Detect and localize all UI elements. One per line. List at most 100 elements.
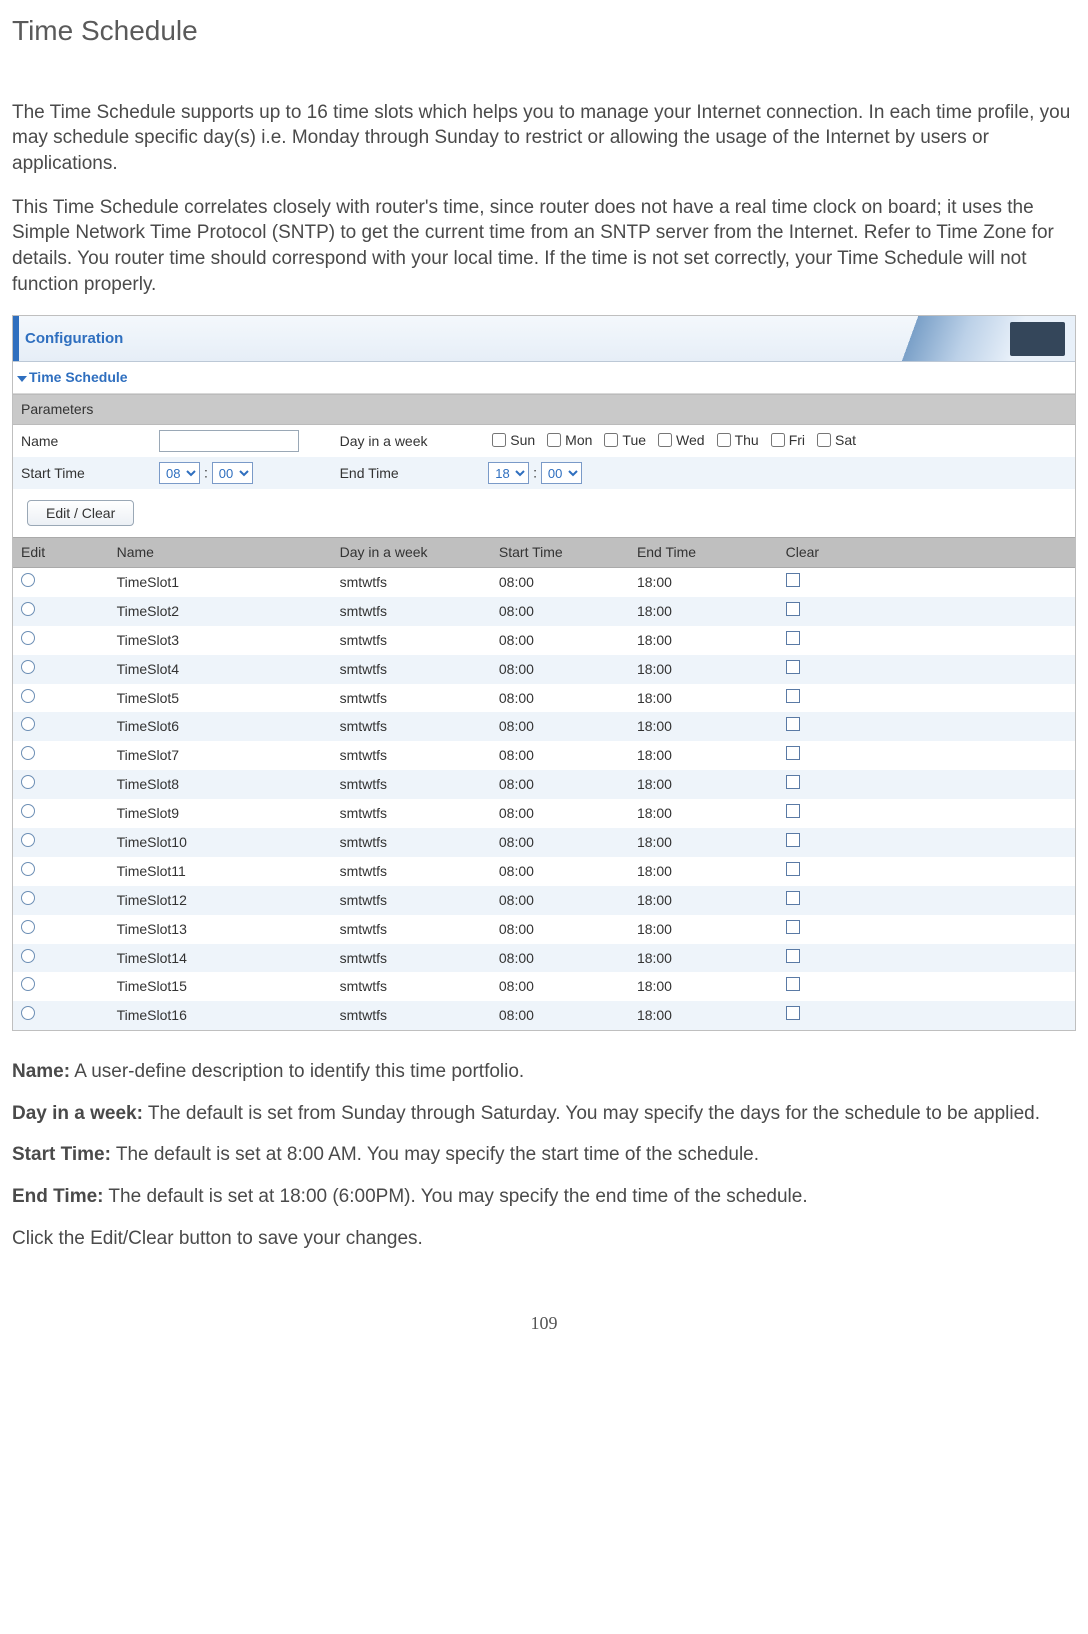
col-edit: Edit xyxy=(13,538,109,568)
edit-radio[interactable] xyxy=(21,660,35,674)
day-checkbox-input[interactable] xyxy=(547,433,561,447)
slot-start: 08:00 xyxy=(491,684,629,713)
name-input[interactable] xyxy=(159,430,299,452)
slot-start: 08:00 xyxy=(491,741,629,770)
clear-checkbox[interactable] xyxy=(786,631,800,645)
edit-radio[interactable] xyxy=(21,689,35,703)
start-hour-select[interactable]: 08 xyxy=(159,462,200,484)
edit-radio[interactable] xyxy=(21,1006,35,1020)
day-checkbox-fri[interactable]: Fri xyxy=(767,430,805,450)
edit-clear-button[interactable]: Edit / Clear xyxy=(27,500,134,526)
slot-end: 18:00 xyxy=(629,597,778,626)
slot-day: smtwtfs xyxy=(332,915,491,944)
day-label: Tue xyxy=(622,431,646,450)
clear-checkbox[interactable] xyxy=(786,775,800,789)
edit-radio[interactable] xyxy=(21,862,35,876)
end-min-select[interactable]: 00 xyxy=(541,462,582,484)
slot-start: 08:00 xyxy=(491,915,629,944)
day-checkbox-mon[interactable]: Mon xyxy=(543,430,592,450)
edit-radio[interactable] xyxy=(21,891,35,905)
slot-start: 08:00 xyxy=(491,972,629,1001)
config-label: Configuration xyxy=(25,329,123,349)
slot-end: 18:00 xyxy=(629,684,778,713)
edit-radio[interactable] xyxy=(21,775,35,789)
clear-checkbox[interactable] xyxy=(786,977,800,991)
clear-checkbox[interactable] xyxy=(786,573,800,587)
slot-name: TimeSlot5 xyxy=(109,684,332,713)
field-end-label: End Time: xyxy=(12,1186,104,1207)
clear-checkbox[interactable] xyxy=(786,717,800,731)
edit-radio[interactable] xyxy=(21,949,35,963)
slot-day: smtwtfs xyxy=(332,655,491,684)
day-checkbox-wed[interactable]: Wed xyxy=(654,430,705,450)
day-label: Fri xyxy=(789,431,805,450)
slot-day: smtwtfs xyxy=(332,857,491,886)
slot-start: 08:00 xyxy=(491,944,629,973)
slot-name: TimeSlot6 xyxy=(109,712,332,741)
table-row: TimeSlot14smtwtfs08:0018:00 xyxy=(13,944,1075,973)
slot-end: 18:00 xyxy=(629,655,778,684)
end-time-label: End Time xyxy=(340,465,399,481)
field-end: End Time: The default is set at 18:00 (6… xyxy=(12,1184,1076,1210)
table-row: TimeSlot7smtwtfs08:0018:00 xyxy=(13,741,1075,770)
col-end: End Time xyxy=(629,538,778,568)
clear-checkbox[interactable] xyxy=(786,833,800,847)
slot-name: TimeSlot2 xyxy=(109,597,332,626)
edit-radio[interactable] xyxy=(21,602,35,616)
slot-end: 18:00 xyxy=(629,741,778,770)
day-checkbox-sun[interactable]: Sun xyxy=(488,430,535,450)
edit-radio[interactable] xyxy=(21,833,35,847)
edit-radio[interactable] xyxy=(21,746,35,760)
day-label: Thu xyxy=(735,431,759,450)
field-start: Start Time: The default is set at 8:00 A… xyxy=(12,1142,1076,1168)
clear-checkbox[interactable] xyxy=(786,862,800,876)
day-checkbox-thu[interactable]: Thu xyxy=(713,430,759,450)
slot-name: TimeSlot16 xyxy=(109,1001,332,1030)
day-checkbox-input[interactable] xyxy=(658,433,672,447)
clear-checkbox[interactable] xyxy=(786,602,800,616)
day-checkbox-input[interactable] xyxy=(492,433,506,447)
clear-checkbox[interactable] xyxy=(786,660,800,674)
slot-start: 08:00 xyxy=(491,1001,629,1030)
col-clear: Clear xyxy=(778,538,1075,568)
edit-radio[interactable] xyxy=(21,804,35,818)
day-checkbox-tue[interactable]: Tue xyxy=(600,430,646,450)
clear-checkbox[interactable] xyxy=(786,746,800,760)
end-hour-select[interactable]: 18 xyxy=(488,462,529,484)
table-row: TimeSlot10smtwtfs08:0018:00 xyxy=(13,828,1075,857)
clear-checkbox[interactable] xyxy=(786,891,800,905)
clear-checkbox[interactable] xyxy=(786,920,800,934)
slot-day: smtwtfs xyxy=(332,886,491,915)
edit-radio[interactable] xyxy=(21,717,35,731)
page-title: Time Schedule xyxy=(12,12,1076,50)
slot-end: 18:00 xyxy=(629,972,778,1001)
slot-day: smtwtfs xyxy=(332,944,491,973)
slot-name: TimeSlot12 xyxy=(109,886,332,915)
day-checkbox-input[interactable] xyxy=(604,433,618,447)
start-min-select[interactable]: 00 xyxy=(212,462,253,484)
table-row: TimeSlot1smtwtfs08:0018:00 xyxy=(13,567,1075,596)
slot-end: 18:00 xyxy=(629,886,778,915)
day-checkbox-input[interactable] xyxy=(817,433,831,447)
edit-radio[interactable] xyxy=(21,631,35,645)
slot-day: smtwtfs xyxy=(332,828,491,857)
name-label: Name xyxy=(21,433,58,449)
day-checkbox-sat[interactable]: Sat xyxy=(813,430,856,450)
slot-start: 08:00 xyxy=(491,770,629,799)
clear-checkbox[interactable] xyxy=(786,804,800,818)
day-checkbox-input[interactable] xyxy=(717,433,731,447)
clear-checkbox[interactable] xyxy=(786,689,800,703)
clear-checkbox[interactable] xyxy=(786,949,800,963)
clear-checkbox[interactable] xyxy=(786,1006,800,1020)
edit-radio[interactable] xyxy=(21,920,35,934)
edit-radio[interactable] xyxy=(21,573,35,587)
slot-start: 08:00 xyxy=(491,857,629,886)
slot-start: 08:00 xyxy=(491,828,629,857)
day-label: Sun xyxy=(510,431,535,450)
section-title: Time Schedule xyxy=(29,369,128,385)
day-checkbox-input[interactable] xyxy=(771,433,785,447)
router-screenshot: Configuration Time Schedule Parameters N… xyxy=(12,315,1076,1031)
col-start: Start Time xyxy=(491,538,629,568)
slot-end: 18:00 xyxy=(629,770,778,799)
edit-radio[interactable] xyxy=(21,977,35,991)
